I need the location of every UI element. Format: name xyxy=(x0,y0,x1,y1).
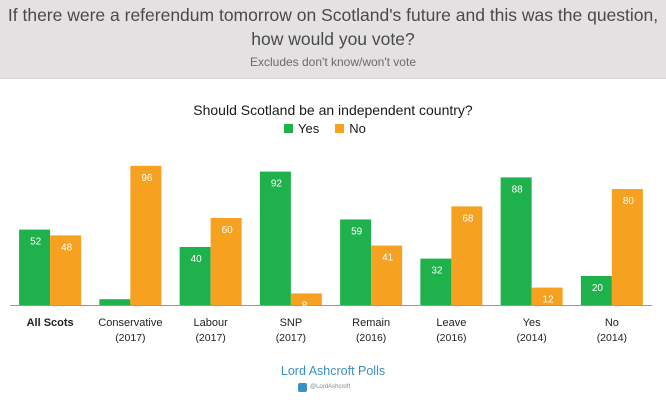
data-label-yes-5: 32 xyxy=(431,266,443,277)
bar-yes-6 xyxy=(500,177,532,305)
bar-no-1 xyxy=(130,165,162,305)
data-label-yes-0: 52 xyxy=(30,237,42,248)
twitter-handle: @LordAshcroft xyxy=(298,381,350,393)
data-label-no-1: 96 xyxy=(141,173,153,184)
data-label-yes-6: 88 xyxy=(512,184,524,195)
question-line-2: how would you vote? xyxy=(251,29,415,49)
category-year-4: (2016) xyxy=(356,332,386,344)
category-year-2: (2017) xyxy=(195,332,225,344)
data-label-yes-2: 40 xyxy=(191,254,203,265)
bar-no-5 xyxy=(451,206,483,305)
twitter-icon xyxy=(298,382,307,392)
question-header: If there were a referendum tomorrow on S… xyxy=(0,0,666,79)
category-label-2: Labour xyxy=(193,317,228,329)
category-label-3: SNP xyxy=(280,317,303,329)
question-line-1: If there were a referendum tomorrow on S… xyxy=(7,5,659,25)
category-year-7: (2014) xyxy=(597,332,627,344)
twitter-handle-text: @LordAshcroft xyxy=(310,384,351,390)
bar-yes-0 xyxy=(19,229,51,305)
bar-yes-4 xyxy=(340,219,372,305)
data-label-no-7: 80 xyxy=(623,196,635,207)
category-label-0: All Scots xyxy=(27,317,74,329)
source-credit: Lord Ashcroft Polls xyxy=(280,364,386,378)
category-year-3: (2017) xyxy=(276,332,306,344)
category-label-1: Conservative xyxy=(98,317,162,329)
category-year-5: (2016) xyxy=(436,332,466,344)
legend-swatch-yes xyxy=(284,123,293,133)
data-label-yes-3: 92 xyxy=(271,179,283,190)
category-label-5: Leave xyxy=(436,317,466,329)
chart-legend: Yes No xyxy=(284,120,382,136)
data-label-no-5: 68 xyxy=(462,213,474,224)
legend-item-yes: Yes xyxy=(284,121,319,136)
bar-yes-1 xyxy=(99,299,131,305)
category-year-1: (2017) xyxy=(115,332,145,344)
legend-label-yes: Yes xyxy=(298,120,320,136)
bar-no-7 xyxy=(611,189,643,305)
data-label-yes-7: 20 xyxy=(592,283,604,294)
bar-yes-5 xyxy=(420,258,452,305)
category-label-4: Remain xyxy=(352,317,390,329)
chart-title: Should Scotland be an independent countr… xyxy=(193,102,473,118)
category-year-6: (2014) xyxy=(516,332,546,344)
bar-yes-2 xyxy=(179,247,211,305)
bar-yes-7 xyxy=(580,276,612,305)
category-label-7: No xyxy=(605,317,619,329)
category-label-6: Yes xyxy=(523,317,541,329)
data-label-no-6: 12 xyxy=(543,295,555,306)
data-label-no-4: 41 xyxy=(382,253,394,264)
legend-swatch-no xyxy=(335,123,345,133)
data-label-yes-4: 59 xyxy=(351,226,363,237)
bar-no-6 xyxy=(531,287,563,305)
data-label-yes-1: 4 xyxy=(110,306,116,317)
data-label-no-3: 8 xyxy=(302,300,308,311)
legend-item-no: No xyxy=(335,121,366,136)
exclusion-note: Excludes don't know/won't vote xyxy=(249,55,416,69)
data-label-no-0: 48 xyxy=(61,242,73,253)
bar-no-0 xyxy=(50,235,82,305)
bar-no-3 xyxy=(290,293,322,305)
bar-chart: 52 48 All Scots 4 96 Conservative (2017) 40 60 La… xyxy=(10,165,652,344)
legend-label-no: No xyxy=(349,120,366,136)
data-label-no-2: 60 xyxy=(222,225,234,236)
bar-no-2 xyxy=(210,218,242,305)
bar-yes-3 xyxy=(259,171,291,305)
bar-no-4 xyxy=(371,245,403,305)
